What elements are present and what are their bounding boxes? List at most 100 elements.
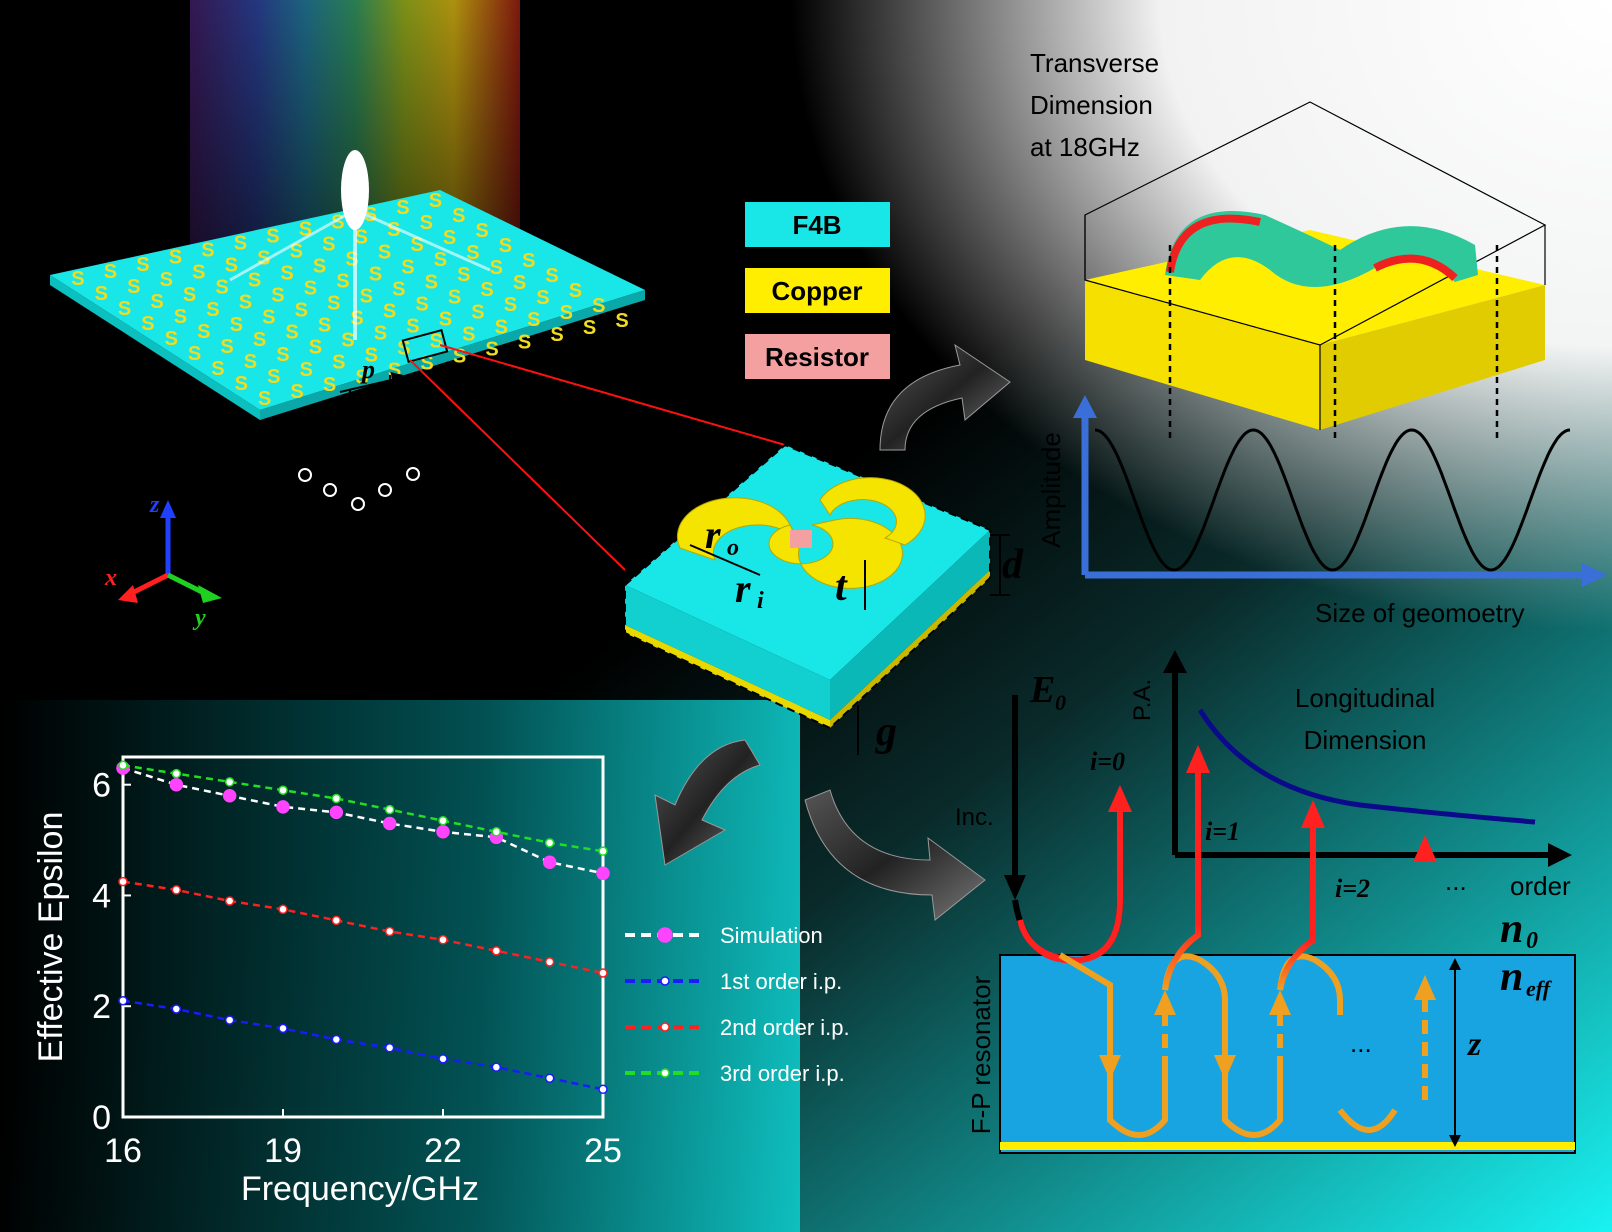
data-point [384,1043,395,1053]
s-ring: S [522,250,535,272]
resistor [790,530,812,548]
order-ellipsis: ... [1445,866,1467,896]
transverse-title-line2: Dimension [1030,90,1153,120]
s-ring: S [215,277,228,299]
data-point [276,800,290,814]
pa-label: P.A. [1129,679,1156,721]
legend-label: 1st order i.p. [720,969,842,994]
legend-resistor-label: Resistor [765,342,869,372]
data-point [331,915,342,926]
longitudinal-title-line2: Dimension [1304,725,1427,755]
s-ring: S [174,306,187,328]
s-ring: S [448,286,461,308]
s-ring: S [350,308,363,330]
legend-f4b-label: F4B [792,210,841,240]
series-line-2 [122,880,604,975]
data-point [278,904,288,915]
s-ring: S [267,366,280,388]
s-ring: S [150,291,163,313]
legend-f4b-swatch [745,202,890,247]
s-ring: S [383,300,396,322]
s-ring-pattern: SSSSSSSSSSSSSSSSSSSSSSSSSSSSSSSSSSSSSSSS… [71,190,629,410]
data-point [544,1073,555,1083]
s-ring: S [490,257,503,279]
s-ring: S [104,261,117,283]
p-label: p [360,355,375,384]
data-point [544,838,555,848]
s-ring: S [615,310,628,332]
data-point [542,855,557,869]
s-ring: S [318,315,331,337]
s-ring: S [183,284,196,306]
s-ring: S [355,367,368,389]
legend-label: 3rd order i.p. [720,1061,845,1086]
material-legend: F4B Copper Resistor [745,202,890,379]
data-point [222,789,237,803]
s-ring: S [378,241,391,263]
amplitude-wave [1094,428,1571,572]
data-point [438,815,448,826]
s-ring: S [300,359,313,381]
x-tick-label: 16 [104,1132,142,1170]
data-point [171,1004,182,1014]
data-point [491,946,502,956]
transverse-title-line1: Transverse [1030,48,1159,78]
fp-resonator-layer [999,954,1576,1154]
data-point [491,1062,502,1072]
legend-marker [657,927,673,943]
s-ring: S [374,323,387,345]
s-ring: S [592,295,605,317]
data-point [598,1084,608,1095]
s-ring: S [369,263,382,285]
s-ring: S [341,330,354,352]
s-ring: S [420,212,433,234]
s-ring: S [466,242,479,264]
s-ring: S [206,299,219,321]
s-ring: S [322,233,335,255]
longitudinal-panel: F-P resonator P.A. order Longitudinal Di… [955,650,1576,1154]
data-point [224,1015,235,1025]
s-ring: S [457,264,470,286]
s-ring: S [396,197,409,219]
s-ring: S [244,351,257,373]
s-ring: S [401,256,414,278]
inner-ellipsis: ... [1350,1028,1372,1058]
s-ring: S [327,293,340,315]
e0-label: E [1029,669,1055,711]
s-ring: S [313,255,326,277]
n0-label: n [1500,906,1523,952]
s-ring: S [365,345,378,367]
data-point [329,805,344,820]
s-ring: S [220,336,233,358]
series-line-0 [122,766,604,875]
s-ring: S [513,272,526,294]
s-ring: S [165,328,178,350]
s-ring: S [430,330,443,352]
coordinate-axes: z x y [104,492,222,631]
s-ring: S [309,337,322,359]
z-thickness-label: z [1467,1026,1482,1063]
s-ring: S [480,279,493,301]
s-ring: S [569,280,582,302]
s-ring: S [471,301,484,323]
s-ring: S [499,235,512,257]
data-point [384,926,395,937]
data-point [382,816,397,831]
s-ring: S [495,316,508,338]
legend-marker [660,1022,670,1032]
unit-cell: r o r i t d g [624,443,1024,755]
inc-label: Inc. [955,804,994,831]
s-ring: S [188,343,201,365]
z-axis-label: z [149,492,160,518]
x-tick-label: 19 [264,1132,302,1170]
s-ring: S [429,190,442,212]
s-ring: S [235,373,248,395]
curved-arrow-to-longitudinal [804,789,986,921]
s-ring: S [323,374,336,396]
s-ring: S [258,388,271,410]
legend-label: Simulation [720,923,823,948]
transverse-title-line3: at 18GHz [1030,132,1140,162]
s-ring: S [443,227,456,249]
d-label: d [1002,542,1024,588]
